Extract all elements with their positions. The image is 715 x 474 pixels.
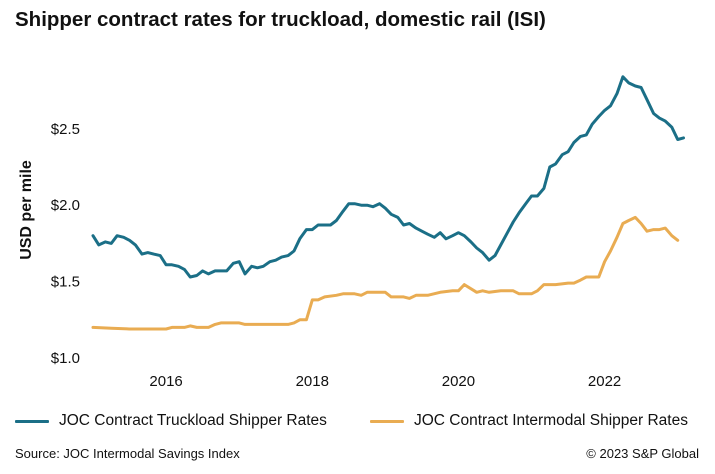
x-tick-label: 2020 [442, 373, 475, 390]
legend-label-intermodal: JOC Contract Intermodal Shipper Rates [414, 412, 688, 429]
legend-label-truckload: JOC Contract Truckload Shipper Rates [59, 412, 327, 429]
y-tick-label: $1.5 [51, 274, 80, 291]
x-tick-label: 2016 [149, 373, 182, 390]
legend: JOC Contract Truckload Shipper Rates JOC… [15, 412, 705, 436]
source-note: Source: JOC Intermodal Savings Index [15, 446, 240, 461]
x-tick-label: 2022 [588, 373, 621, 390]
legend-swatch-intermodal [370, 419, 404, 423]
y-tick-label: $2.5 [51, 121, 80, 138]
x-axis-ticks: 2016 2018 2020 2022 [149, 373, 621, 390]
copyright-note: © 2023 S&P Global [586, 446, 699, 461]
y-tick-label: $2.0 [51, 197, 80, 214]
legend-item-intermodal: JOC Contract Intermodal Shipper Rates [370, 412, 688, 430]
line-chart: USD per mile $1.0$1.5$2.0$2.5 2016 2018 20… [18, 75, 685, 390]
x-tick-label: 2018 [296, 373, 329, 390]
y-tick-label: $1.0 [51, 350, 80, 367]
series-line-truckload [91, 75, 685, 279]
chart-title: Shipper contract rates for truckload, do… [15, 8, 546, 31]
series-line-intermodal [91, 215, 680, 331]
series-lines [91, 75, 685, 331]
y-axis-ticks: $1.0 $1.5 $2.0 $2.5 [51, 121, 80, 367]
y-axis-label: USD per mile [18, 160, 35, 260]
legend-item-truckload: JOC Contract Truckload Shipper Rates [15, 412, 327, 430]
legend-swatch-truckload [15, 419, 49, 423]
